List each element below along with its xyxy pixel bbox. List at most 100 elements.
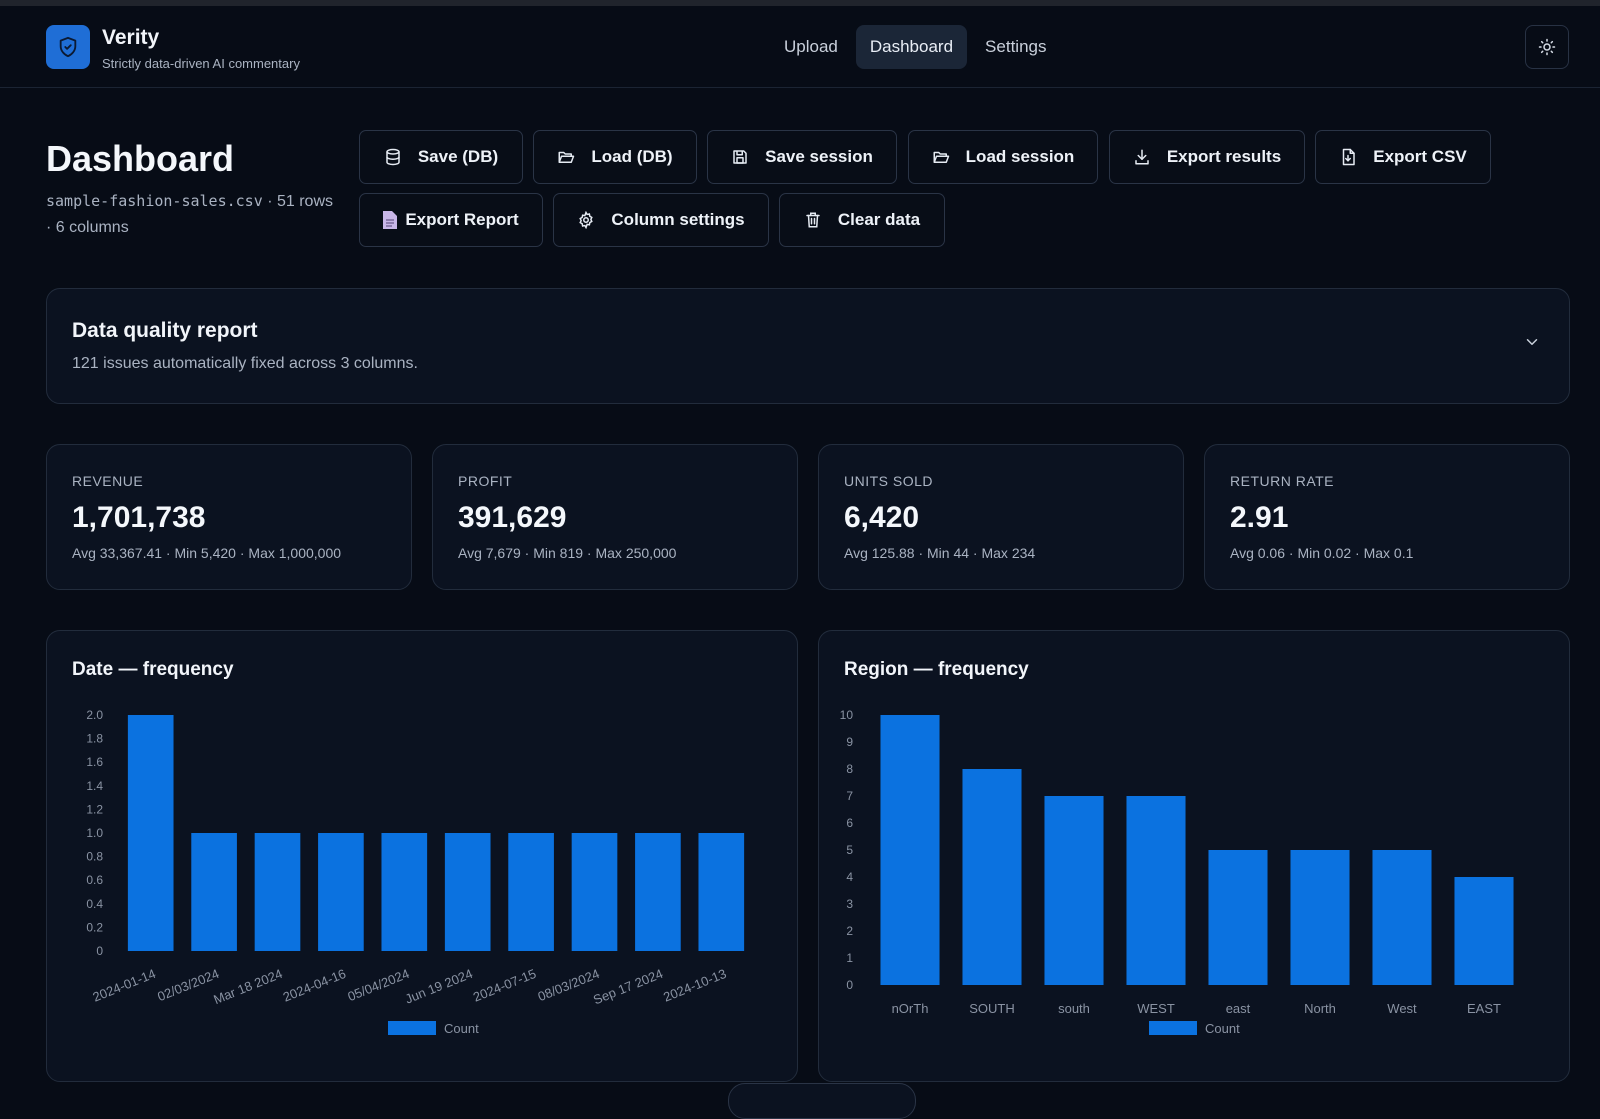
chart-bar xyxy=(1044,796,1104,985)
nav-upload[interactable]: Upload xyxy=(784,37,838,56)
x-tick-label: nOrTh xyxy=(892,1001,929,1016)
x-tick-label: Sep 17 2024 xyxy=(591,966,665,1008)
nav-dashboard[interactable]: Dashboard xyxy=(855,25,968,69)
x-tick-label: south xyxy=(1058,1001,1090,1016)
clear-data-label: Clear data xyxy=(837,210,921,229)
chart-bar xyxy=(698,833,745,951)
x-tick-label: 2024-10-13 xyxy=(661,966,728,1005)
kpi-stats: Avg 7,679 · Min 819 · Max 250,000 xyxy=(458,545,677,561)
file-meta-rest: · 51 rows · 6 columns xyxy=(46,193,333,236)
y-tick-label: 0 xyxy=(96,944,103,958)
kpi-stats: Avg 33,367.41 · Min 5,420 · Max 1,000,00… xyxy=(72,545,342,561)
export-csv-label: Export CSV xyxy=(1373,147,1467,166)
y-tick-label: 3 xyxy=(846,897,853,911)
data-quality-title: Data quality report xyxy=(72,319,258,342)
folder-open-icon xyxy=(558,151,575,163)
chevron-down-icon[interactable] xyxy=(1523,333,1541,351)
y-tick-label: 7 xyxy=(846,789,853,803)
y-tick-label: 0.4 xyxy=(86,897,103,911)
x-tick-label: 2024-01-14 xyxy=(91,966,158,1005)
chart-bar xyxy=(635,833,681,951)
chart-bar xyxy=(1372,850,1432,985)
x-tick-label: Mar 18 2024 xyxy=(211,966,284,1007)
kpi-stats: Avg 125.88 · Min 44 · Max 234 xyxy=(844,545,1036,561)
chart-bar xyxy=(880,715,940,985)
legend-swatch xyxy=(1149,1021,1197,1035)
load-db-label: Load (DB) xyxy=(591,147,673,166)
kpi-label: RETURN RATE xyxy=(1230,473,1335,489)
chart-bar xyxy=(1290,850,1350,985)
column-settings-label: Column settings xyxy=(611,210,745,229)
chart-title: Date — frequency xyxy=(72,659,234,680)
kpi-label: UNITS SOLD xyxy=(844,473,934,489)
theme-toggle-button[interactable] xyxy=(1525,25,1569,69)
load-session-label: Load session xyxy=(965,147,1075,166)
y-tick-label: 1.4 xyxy=(86,779,103,793)
y-tick-label: 1.2 xyxy=(86,802,103,816)
kpi-value: 2.91 xyxy=(1230,501,1289,534)
clear-data-button[interactable]: Clear data xyxy=(779,193,945,247)
x-tick-label: 02/03/2024 xyxy=(155,966,221,1004)
kpi-value: 6,420 xyxy=(844,501,920,534)
legend-swatch xyxy=(388,1021,436,1035)
x-tick-label: West xyxy=(1387,1001,1417,1016)
data-quality-summary: 121 issues automatically fixed across 3 … xyxy=(72,355,418,372)
kpi-card-profit: PROFIT 391,629 Avg 7,679 · Min 819 · Max… xyxy=(432,444,798,590)
app-tagline: Strictly data-driven AI commentary xyxy=(102,56,300,71)
y-tick-label: 6 xyxy=(846,816,853,830)
download-icon xyxy=(1135,149,1149,165)
save-db-button[interactable]: Save (DB) xyxy=(359,130,523,184)
chart-bar xyxy=(508,833,554,951)
y-tick-label: 10 xyxy=(840,708,854,722)
y-tick-label: 1.0 xyxy=(86,826,103,840)
x-tick-label: 08/03/2024 xyxy=(536,966,602,1004)
shield-icon xyxy=(59,36,77,58)
app-header: Verity Strictly data-driven AI commentar… xyxy=(0,6,1600,88)
export-report-label: Export Report xyxy=(405,210,519,229)
y-tick-label: 4 xyxy=(846,870,853,884)
chart-bar xyxy=(318,833,364,951)
sun-icon xyxy=(1538,38,1556,56)
app-logo xyxy=(46,25,90,69)
save-icon xyxy=(733,150,747,164)
kpi-label: REVENUE xyxy=(72,473,144,489)
x-tick-label: WEST xyxy=(1137,1001,1175,1016)
x-tick-label: 2024-07-15 xyxy=(471,966,538,1005)
chart-bar xyxy=(127,715,174,951)
legend-label: Count xyxy=(444,1021,479,1036)
export-results-label: Export results xyxy=(1166,147,1282,166)
trash-icon xyxy=(806,212,820,228)
database-icon xyxy=(386,148,400,166)
x-tick-label: 05/04/2024 xyxy=(345,966,411,1004)
export-results-button[interactable]: Export results xyxy=(1109,130,1305,184)
y-tick-label: 0.2 xyxy=(86,920,103,934)
chart-bar xyxy=(962,769,1022,985)
x-tick-label: Jun 19 2024 xyxy=(403,966,475,1007)
save-db-label: Save (DB) xyxy=(417,147,499,166)
save-session-button[interactable]: Save session xyxy=(707,130,897,184)
kpi-card-units-sold: UNITS SOLD 6,420 Avg 125.88 · Min 44 · M… xyxy=(818,444,1184,590)
column-settings-button[interactable]: Column settings xyxy=(553,193,769,247)
chart-bar xyxy=(1126,796,1186,985)
y-tick-label: 8 xyxy=(846,762,853,776)
file-name: sample-fashion-sales.csv xyxy=(46,192,263,210)
export-report-button[interactable]: Export Report xyxy=(359,193,543,247)
kpi-value: 1,701,738 xyxy=(72,501,206,534)
y-tick-label: 1.6 xyxy=(86,755,103,769)
region-frequency-card: Region — frequency 0 1 2 3 4 5 6 7 8 9 10 nOrTh SOUT… xyxy=(818,630,1570,1082)
kpi-card-revenue: REVENUE 1,701,738 Avg 33,367.41 · Min 5,… xyxy=(46,444,412,590)
page-title: Dashboard xyxy=(46,138,235,179)
data-quality-panel[interactable]: Data quality report 121 issues automatic… xyxy=(46,288,1570,404)
nav-settings[interactable]: Settings xyxy=(985,37,1047,56)
floating-toolbar[interactable] xyxy=(728,1083,916,1119)
export-csv-button[interactable]: Export CSV xyxy=(1315,130,1491,184)
date-frequency-card: Date — frequency 0 0.2 0.4 0.6 0.8 1.0 1.2 1.4 1… xyxy=(46,630,798,1082)
y-tick-label: 0.6 xyxy=(86,873,103,887)
y-tick-label: 0 xyxy=(846,978,853,992)
load-db-button[interactable]: Load (DB) xyxy=(533,130,697,184)
load-session-button[interactable]: Load session xyxy=(908,130,1098,184)
region-frequency-chart: 0 1 2 3 4 5 6 7 8 9 10 nOrTh SOUTH south WEST east North… xyxy=(840,708,1514,1036)
x-tick-label: 2024-04-16 xyxy=(281,966,348,1005)
y-tick-label: 1.8 xyxy=(86,732,103,746)
x-tick-label: North xyxy=(1304,1001,1336,1016)
